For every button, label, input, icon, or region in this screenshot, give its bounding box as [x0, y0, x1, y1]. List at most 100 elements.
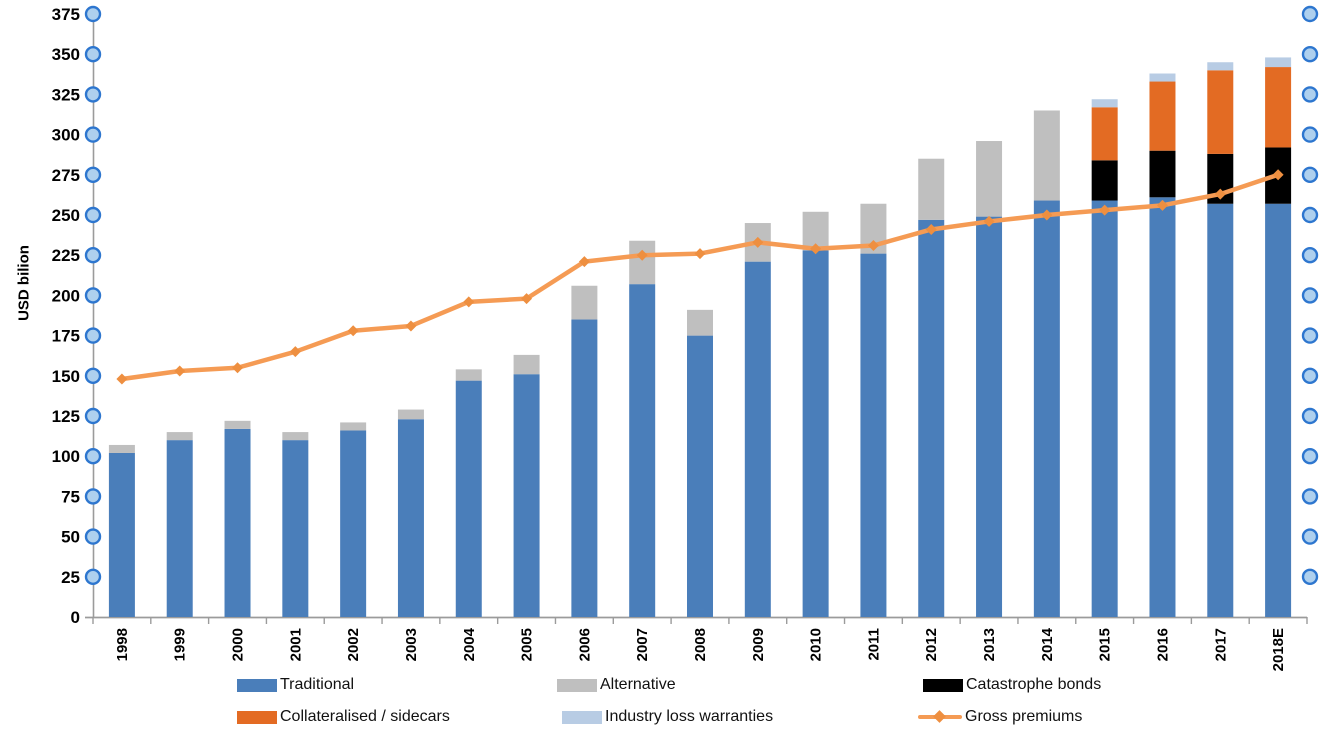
gross-premiums-marker-diamond — [1156, 199, 1168, 211]
x-tick-label-2012: 2012 — [923, 628, 940, 661]
bar-segment-traditional-1998 — [108, 452, 135, 617]
y-tick-label: 275 — [52, 166, 80, 185]
x-tick-label-2003: 2003 — [403, 628, 420, 661]
bar-segment-catastrophe-bonds-2015 — [1091, 160, 1118, 201]
legend-item-alternative: Alternative — [557, 676, 676, 693]
gross-premiums-marker-diamond — [578, 256, 590, 268]
gross-premiums-marker-diamond — [1214, 188, 1226, 200]
bar-segment-traditional-2004 — [455, 380, 482, 617]
x-tick-label-2011: 2011 — [865, 628, 882, 661]
gross-premiums-marker-diamond — [1272, 169, 1284, 181]
axis-handle-circle-left — [84, 86, 102, 103]
gross-premiums-marker-diamond — [867, 240, 879, 252]
bar-segment-collateralised-sidecars-2016 — [1149, 81, 1176, 151]
legend-label-alternative: Alternative — [600, 676, 676, 693]
axis-handle-circle-right — [1301, 327, 1319, 344]
bar-segment-alternative-1998 — [108, 444, 135, 453]
legend-diamond-icon — [933, 710, 946, 723]
gross-premiums-marker-diamond — [174, 365, 186, 377]
y-tick-label: 0 — [71, 608, 80, 627]
legend-item-industry-loss-warranties: Industry loss warranties — [562, 708, 773, 725]
axis-handle-circle-left — [84, 246, 102, 264]
x-tick-label-1998: 1998 — [114, 628, 131, 661]
gross-premiums-marker-diamond — [1041, 209, 1053, 221]
bar-segment-alternative-1999 — [166, 432, 193, 441]
bar-segment-alternative-2014 — [1033, 110, 1060, 201]
bar-segment-alternative-2001 — [282, 432, 309, 441]
gross-premiums-marker-diamond — [232, 362, 244, 374]
legend-swatch-industry-loss-warranties — [562, 710, 602, 724]
bar-segment-industry-loss-warranties-2016 — [1149, 73, 1176, 82]
gross-premiums-marker-diamond — [463, 296, 475, 308]
bar-segment-traditional-2011 — [860, 253, 887, 618]
bar-segment-alternative-2002 — [340, 422, 367, 431]
gross-premiums-marker-diamond — [810, 243, 822, 255]
bar-segment-traditional-2017 — [1207, 203, 1234, 617]
axis-handle-circle-right — [1301, 126, 1319, 143]
x-tick-label-2002: 2002 — [345, 628, 362, 661]
gross-premiums-marker-diamond — [405, 320, 417, 332]
x-tick-label-2014: 2014 — [1039, 627, 1056, 661]
axis-handle-circle-right — [1301, 206, 1319, 224]
gross-premiums-marker-diamond — [983, 215, 995, 227]
legend-item-catastrophe-bonds: Catastrophe bonds — [923, 676, 1102, 693]
axis-handle-circle-left — [84, 46, 102, 63]
axis-handle-circle-right — [1301, 166, 1319, 184]
bar-segment-alternative-2007 — [629, 240, 656, 285]
bar-segment-traditional-2005 — [513, 374, 540, 617]
bar-segment-traditional-2006 — [571, 319, 598, 617]
legend-label-collateralised-sidecars: Collateralised / sidecars — [280, 708, 450, 725]
gross-premiums-marker-diamond — [116, 373, 128, 385]
x-tick-label-2004: 2004 — [461, 627, 478, 661]
gross-premiums-marker-diamond — [289, 346, 301, 358]
y-tick-label: 200 — [52, 286, 80, 305]
y-tick-label: 175 — [52, 327, 80, 346]
x-tick-label-2017: 2017 — [1212, 628, 1229, 661]
bar-segment-alternative-2012 — [918, 158, 945, 220]
y-tick-label: 125 — [52, 407, 80, 426]
bar-segment-traditional-2014 — [1033, 200, 1060, 617]
x-tick-label-2013: 2013 — [981, 628, 998, 661]
x-tick-label-1999: 1999 — [172, 628, 189, 661]
bar-segment-alternative-2006 — [571, 285, 598, 320]
axis-handle-circle-right — [1301, 46, 1319, 63]
x-tick-label-2001: 2001 — [287, 628, 304, 661]
x-tick-label-2005: 2005 — [519, 628, 536, 661]
x-tick-label-2007: 2007 — [634, 628, 651, 661]
bar-segment-traditional-2001 — [282, 440, 309, 617]
y-tick-label: 75 — [61, 487, 80, 506]
axis-handle-circle-right — [1301, 86, 1319, 103]
bar-segment-traditional-2013 — [976, 216, 1003, 617]
axis-handle-circle-right — [1301, 5, 1319, 23]
x-tick-label-2010: 2010 — [808, 628, 825, 661]
axis-handle-circle-left — [84, 448, 102, 465]
axis-handle-circle-right — [1301, 448, 1319, 465]
bar-segment-industry-loss-warranties-2018E — [1265, 57, 1292, 68]
axis-handle-circle-left — [84, 407, 102, 425]
y-tick-label: 150 — [52, 367, 80, 386]
gross-premiums-marker-diamond — [694, 248, 706, 260]
axis-handle-circle-right — [1301, 488, 1319, 505]
bar-segment-alternative-2013 — [976, 141, 1003, 217]
bar-segment-traditional-2009 — [744, 261, 771, 617]
axis-handle-circle-left — [84, 126, 102, 143]
y-tick-label: 25 — [61, 568, 80, 587]
axis-handle-circle-right — [1301, 287, 1319, 304]
bar-segment-traditional-2003 — [397, 419, 424, 617]
bar-segment-traditional-2012 — [918, 219, 945, 617]
y-tick-label: 300 — [52, 126, 80, 145]
x-tick-label-2018E: 2018E — [1270, 628, 1287, 671]
gross-premiums-marker-diamond — [1099, 204, 1111, 216]
axis-handle-circle-right — [1301, 568, 1319, 585]
legend-swatch-traditional — [237, 678, 277, 692]
y-tick-label: 325 — [52, 85, 80, 104]
y-tick-label: 375 — [52, 5, 80, 24]
bar-segment-collateralised-sidecars-2018E — [1265, 67, 1292, 148]
legend-label-catastrophe-bonds: Catastrophe bonds — [966, 676, 1102, 693]
bar-segment-traditional-2010 — [802, 250, 829, 617]
bar-segment-traditional-2000 — [224, 428, 251, 617]
x-tick-label-2015: 2015 — [1097, 628, 1114, 661]
y-tick-label: 100 — [52, 447, 80, 466]
bar-segment-traditional-2008 — [687, 335, 713, 617]
axis-handle-circle-left — [84, 5, 102, 23]
